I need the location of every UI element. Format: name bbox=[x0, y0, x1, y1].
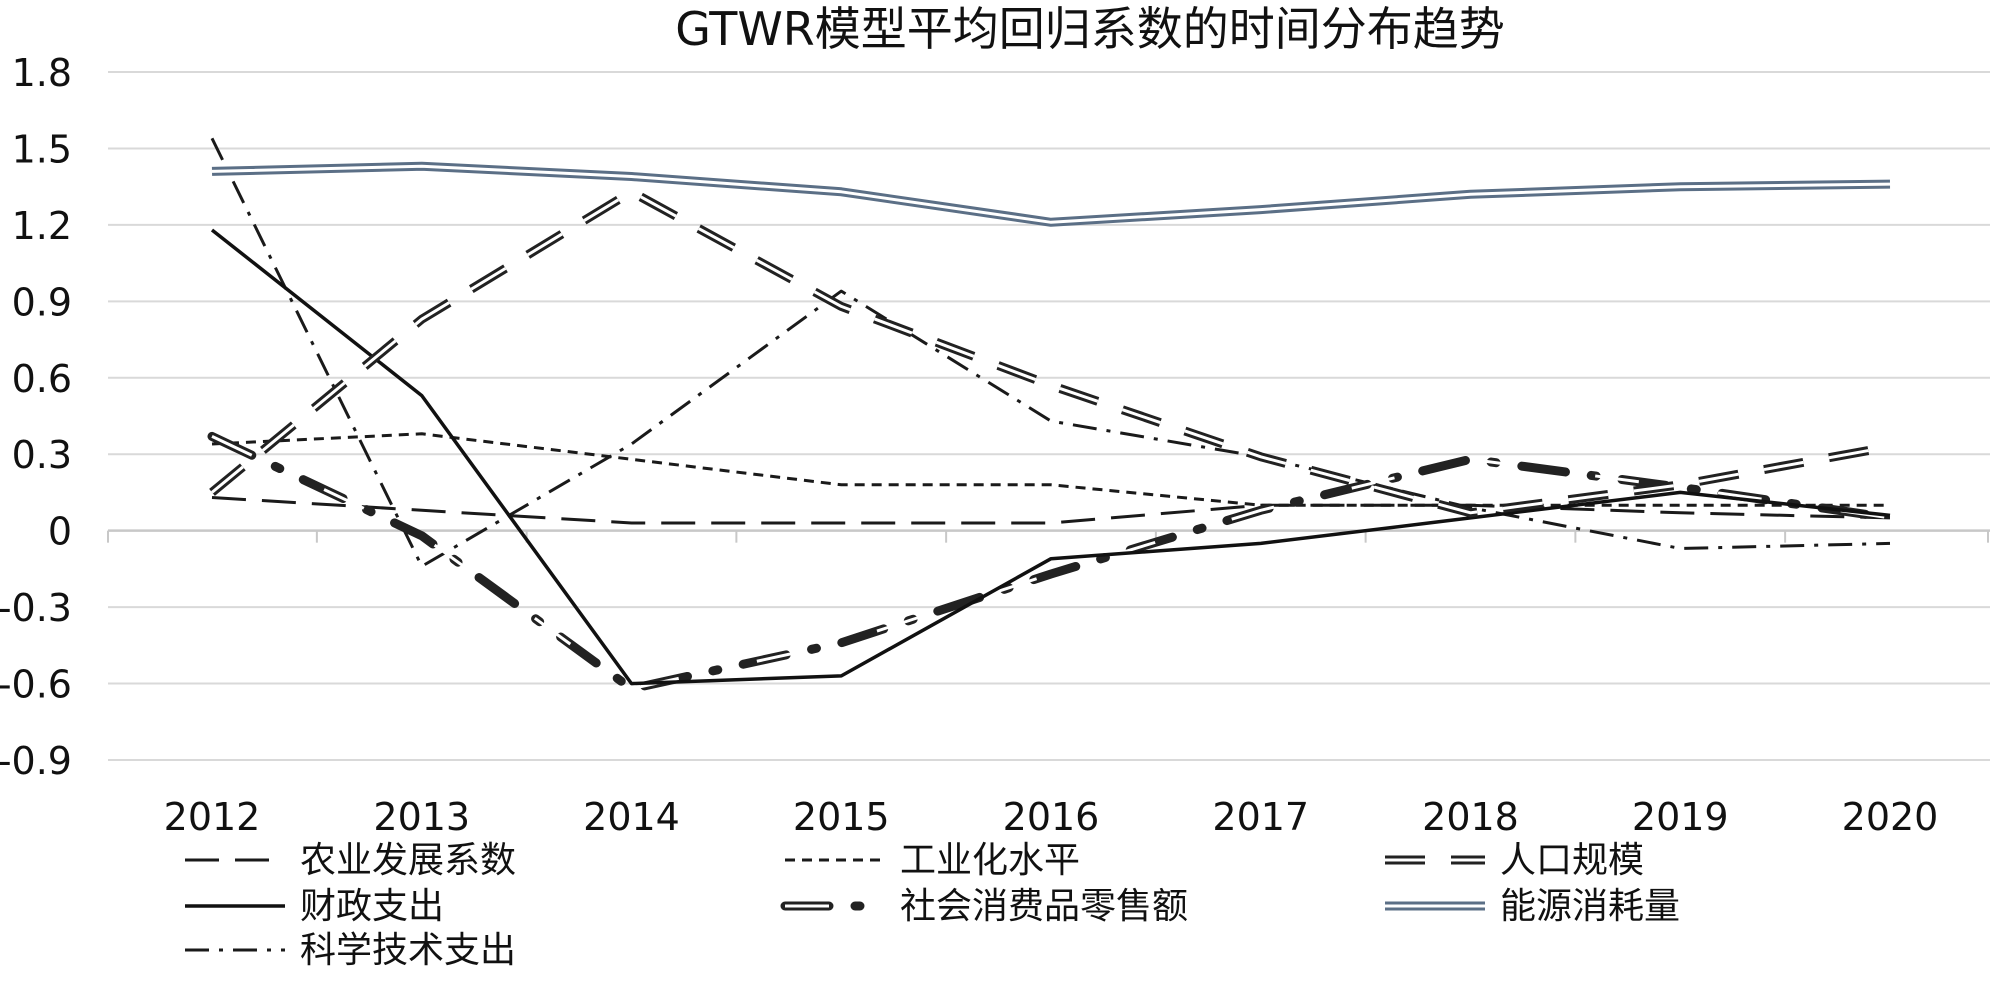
y-tick-label: 0.3 bbox=[12, 433, 72, 477]
legend-item: 工业化水平 bbox=[785, 840, 1080, 881]
legend-item: 农业发展系数 bbox=[185, 840, 516, 881]
x-axis-ticks: 2012 2013 2014 2015 2016 2017 2018 2019 2020 bbox=[164, 795, 1939, 839]
y-axis-ticks: 1.8 1.5 1.2 0.9 0.6 0.3 0 -0.3 -0.6 -0.9 bbox=[0, 51, 72, 783]
grid-lines bbox=[107, 71, 1990, 761]
y-tick-label: -0.6 bbox=[0, 663, 72, 707]
series-lines bbox=[207, 137, 1895, 694]
x-tick-label: 2014 bbox=[583, 795, 680, 839]
chart-title: GTWR模型平均回归系数的时间分布趋势 bbox=[675, 2, 1505, 56]
legend-item: 人口规模 bbox=[1385, 840, 1644, 881]
y-tick-label: -0.9 bbox=[0, 739, 72, 783]
series-line bbox=[211, 432, 1890, 507]
series-line bbox=[209, 187, 1891, 518]
x-tick-label: 2020 bbox=[1842, 795, 1939, 839]
legend-label: 科学技术支出 bbox=[300, 930, 516, 971]
x-tick-label: 2019 bbox=[1632, 795, 1729, 839]
x-tick-label: 2013 bbox=[373, 795, 470, 839]
legend-item: 能源消耗量 bbox=[1385, 886, 1680, 927]
x-tick-label: 2017 bbox=[1212, 795, 1309, 839]
legend-label: 人口规模 bbox=[1500, 840, 1644, 881]
x-tick-label: 2012 bbox=[164, 795, 261, 839]
x-tick-label: 2015 bbox=[793, 795, 890, 839]
series-line bbox=[210, 137, 1891, 568]
x-tick-label: 2016 bbox=[1003, 795, 1100, 839]
legend-item: 科学技术支出 bbox=[185, 930, 516, 971]
series-line bbox=[210, 228, 1891, 686]
legend-label: 财政支出 bbox=[300, 886, 444, 927]
series-line bbox=[211, 496, 1891, 525]
y-tick-label: 0.6 bbox=[12, 357, 72, 401]
y-tick-label: 1.8 bbox=[12, 51, 72, 95]
y-tick-label: 1.2 bbox=[12, 204, 72, 248]
series-line bbox=[207, 431, 1895, 694]
legend-label: 社会消费品零售额 bbox=[900, 886, 1188, 927]
y-tick-label: 0.9 bbox=[12, 280, 72, 324]
x-tick-label: 2018 bbox=[1422, 795, 1519, 839]
y-tick-label: -0.3 bbox=[0, 586, 72, 630]
series-line bbox=[211, 161, 1891, 227]
y-tick-label: 1.5 bbox=[12, 127, 72, 171]
legend-label: 能源消耗量 bbox=[1500, 886, 1680, 927]
legend-label: 农业发展系数 bbox=[300, 840, 516, 881]
legend-label: 工业化水平 bbox=[900, 840, 1080, 881]
legend-item: 社会消费品零售额 bbox=[780, 886, 1188, 927]
y-tick-label: 0 bbox=[48, 510, 72, 554]
legend-item: 财政支出 bbox=[185, 886, 444, 927]
